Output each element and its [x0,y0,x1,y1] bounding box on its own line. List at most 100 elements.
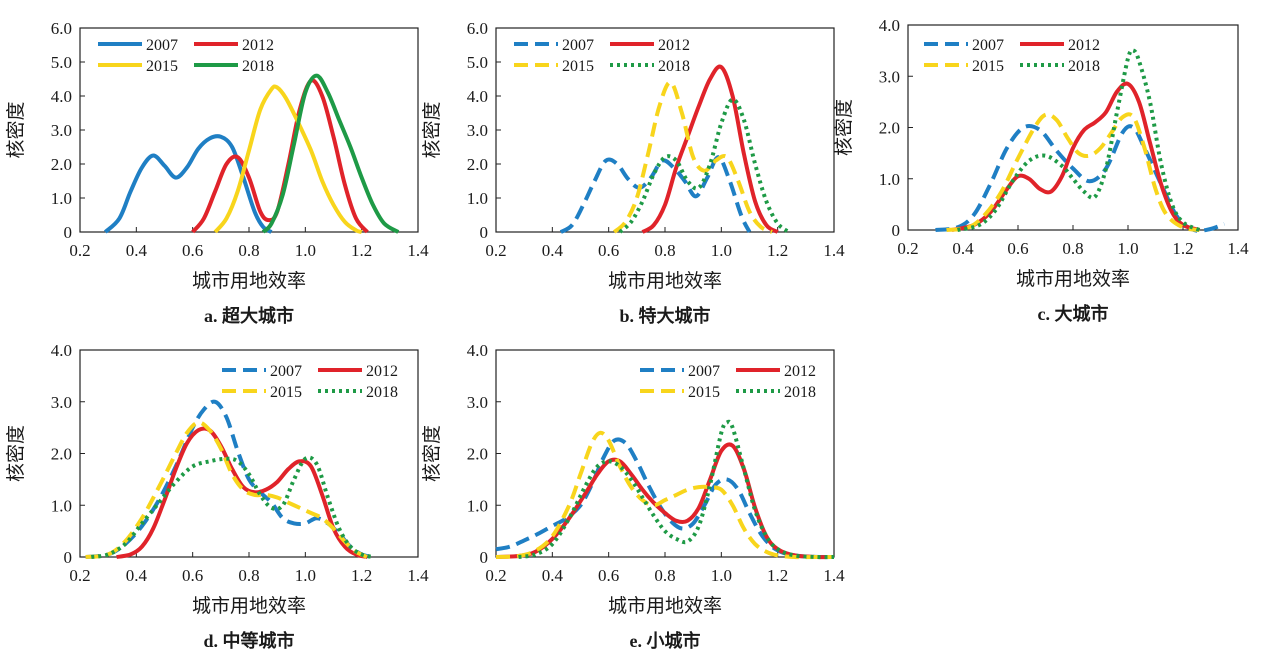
x-tick-label: 0.8 [1062,239,1083,258]
x-axis-label: 城市用地效率 [192,270,306,292]
series-line-2018 [957,48,1201,232]
y-tick-label: 6.0 [467,19,488,38]
x-tick-label: 1.0 [711,566,732,585]
chart-panel-5: 0.2 0.4 0.6 0.8 1.0 1.2 1.4 0 1.0 2.0 3.0 4.0 城市用地效率… [421,341,845,651]
series-line-2018 [261,73,400,234]
y-axis-label: 核密度 [5,425,27,482]
y-tick-label: 2.0 [467,445,488,464]
legend: 2007 2012 2015 2018 [98,37,274,75]
x-tick-label: 0.4 [126,566,148,585]
y-tick-label: 0 [892,221,901,240]
x-tick-label: 0.8 [654,241,675,260]
legend-label-2015: 2015 [562,58,594,75]
legend-label-2015: 2015 [146,58,178,75]
y-tick-label: 4.0 [879,16,900,35]
y-tick-label: 0 [480,548,489,567]
legend-label-2007: 2007 [146,37,178,54]
series-line-2012 [951,81,1201,232]
y-tick-label: 2.0 [467,155,488,174]
x-tick-label: 1.2 [351,566,372,585]
legend-label-2012: 2012 [784,363,816,380]
series-line-2015 [495,430,834,560]
y-tick-label: 6.0 [51,19,72,38]
x-tick-label: 0.4 [542,241,564,260]
x-tick-label: 0.2 [485,241,506,260]
y-tick-label: 3.0 [467,121,488,140]
x-tick-label: 1.4 [823,241,845,260]
x-axis-label: 城市用地效率 [192,595,306,617]
x-tick-label: 0.6 [598,566,619,585]
chart-caption: a. 超大城市 [204,305,294,326]
chart-caption: e. 小城市 [630,630,701,651]
series-line-2007 [103,134,273,234]
x-tick-label: 0.2 [897,239,918,258]
legend-label-2012: 2012 [1068,37,1100,54]
y-axis-label: 核密度 [833,99,855,156]
x-tick-label: 0.4 [542,566,564,585]
y-axis-label: 核密度 [421,101,443,158]
y-tick-label: 4.0 [467,341,488,360]
series-line-2015 [85,420,369,559]
legend-label-2018: 2018 [366,384,398,401]
x-tick-label: 1.0 [295,241,316,260]
legend-label-2007: 2007 [972,37,1004,54]
x-tick-label: 1.2 [351,241,372,260]
series-line-2007 [935,123,1226,233]
y-tick-label: 1.0 [51,189,72,208]
series-line-2015 [946,112,1200,232]
y-tick-label: 4.0 [51,341,72,360]
x-tick-label: 1.0 [711,241,732,260]
legend: 2007 2012 2015 2018 [640,363,816,401]
x-tick-label: 1.2 [1172,239,1193,258]
chart-panel-4: 0.2 0.4 0.6 0.8 1.0 1.2 1.4 0 1.0 2.0 3.0 4.0 城市用地效率… [5,341,429,651]
legend-label-2007: 2007 [270,363,302,380]
legend: 2007 2012 2015 2018 [924,37,1100,75]
y-tick-label: 2.0 [879,119,900,138]
y-tick-label: 3.0 [879,67,900,86]
y-tick-label: 4.0 [467,87,488,106]
x-tick-label: 0.4 [952,239,974,258]
series-line-2018 [518,419,835,560]
legend-label-2012: 2012 [242,37,274,54]
y-tick-label: 0 [64,548,73,567]
series-line-2018 [91,455,374,559]
x-tick-label: 0.6 [1007,239,1028,258]
y-axis-label: 核密度 [421,425,443,482]
chart-caption: c. 大城市 [1038,303,1109,324]
legend-label-2018: 2018 [1068,58,1100,75]
y-tick-label: 5.0 [51,53,72,72]
x-tick-label: 0.6 [598,241,619,260]
x-tick-label: 1.4 [407,566,429,585]
series-line-2015 [612,80,773,234]
x-tick-label: 0.6 [182,241,203,260]
x-tick-label: 0.8 [654,566,675,585]
y-tick-label: 3.0 [51,393,72,412]
x-tick-label: 1.4 [1227,239,1249,258]
y-tick-label: 5.0 [467,53,488,72]
x-tick-label: 0.2 [69,566,90,585]
legend-label-2007: 2007 [562,37,594,54]
x-tick-label: 0.2 [485,566,506,585]
chart-caption: b. 特大城市 [619,305,710,326]
legend: 2007 2012 2015 2018 [514,37,690,75]
series-line-2018 [618,97,791,234]
x-tick-label: 0.6 [182,566,203,585]
x-axis-label: 城市用地效率 [608,270,722,292]
series-line-2012 [641,64,779,234]
x-axis-label: 城市用地效率 [608,595,722,617]
y-tick-label: 1.0 [879,170,900,189]
legend-label-2007: 2007 [688,363,720,380]
legend-label-2012: 2012 [658,37,690,54]
legend-label-2018: 2018 [784,384,816,401]
y-tick-label: 0 [64,223,73,242]
y-tick-label: 2.0 [51,445,72,464]
plot-frame [907,24,1239,231]
x-tick-label: 1.2 [767,566,788,585]
x-tick-label: 1.4 [407,241,429,260]
legend-label-2015: 2015 [972,58,1004,75]
y-tick-label: 3.0 [467,393,488,412]
chart-panel-1: 0.2 0.4 0.6 0.8 1.0 1.2 1.4 0 1.0 2.0 3.0 4.0 5.0 6.0… [5,19,429,326]
legend-label-2015: 2015 [270,384,302,401]
x-tick-label: 0.8 [238,241,259,260]
